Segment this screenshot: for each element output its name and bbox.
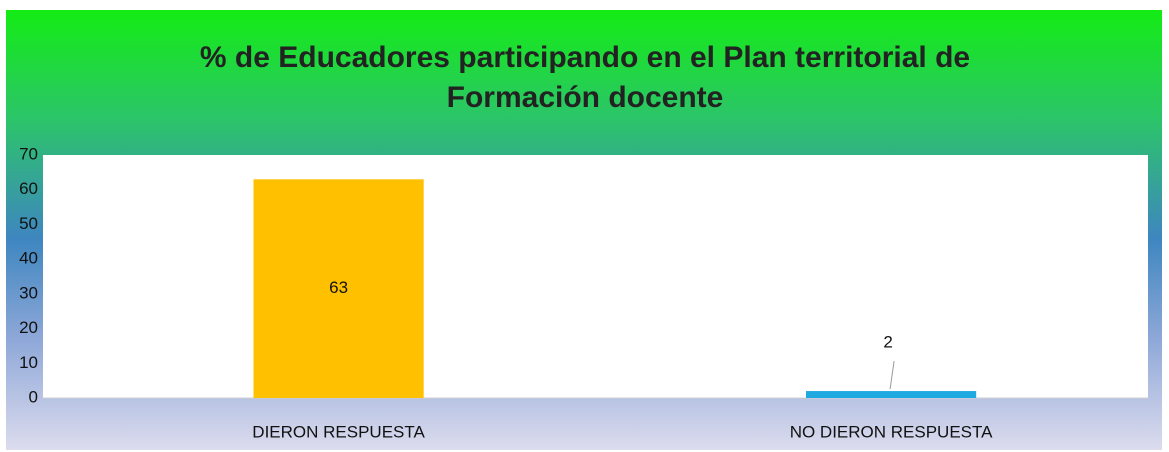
data-label: 2: [883, 333, 892, 352]
y-tick-label: 20: [19, 318, 38, 337]
x-tick-label: NO DIERON RESPUESTA: [790, 422, 993, 441]
plot-area: [43, 155, 1148, 398]
y-tick-label: 10: [19, 353, 38, 372]
y-tick-label: 60: [19, 179, 38, 198]
data-label: 63: [329, 278, 348, 297]
bar: [806, 391, 977, 398]
y-tick-label: 30: [19, 283, 38, 302]
leader-line: [889, 360, 895, 390]
y-tick-label: 70: [19, 144, 38, 163]
y-tick-label: 50: [19, 214, 38, 233]
y-tick-label: 0: [29, 387, 38, 406]
x-tick-label: DIERON RESPUESTA: [252, 422, 425, 441]
y-tick-label: 40: [19, 249, 38, 268]
chart-title: % de Educadores participando en el Plan …: [199, 41, 971, 114]
bar: [253, 179, 424, 398]
